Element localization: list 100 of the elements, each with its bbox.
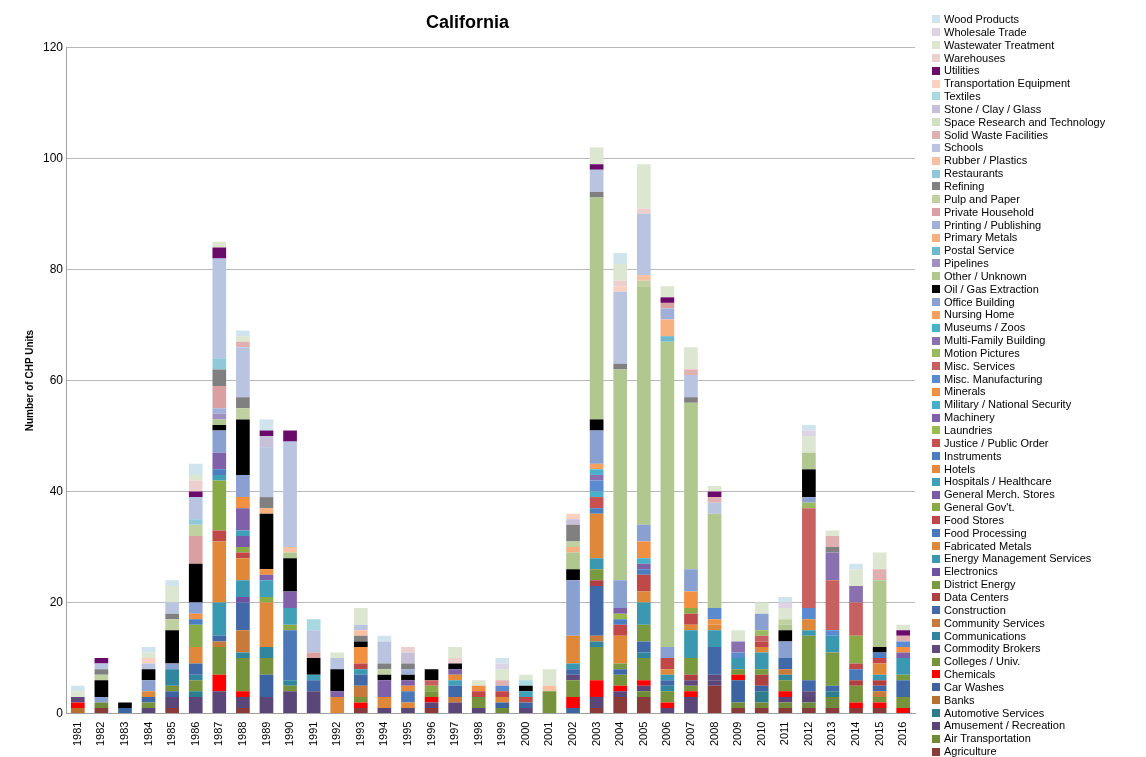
- legend-label: Banks: [944, 693, 975, 707]
- bar: [802, 508, 816, 609]
- bar: [70, 691, 85, 697]
- bar: [212, 430, 227, 453]
- bar: [778, 596, 793, 603]
- bar: [802, 608, 816, 620]
- bar: [424, 669, 439, 681]
- bar: [236, 707, 250, 714]
- bar: [448, 646, 462, 659]
- bar: [353, 635, 368, 642]
- bar: [141, 680, 156, 692]
- legend-label: Space Research and Technology: [944, 115, 1106, 129]
- bar: [849, 669, 863, 681]
- bar: [613, 691, 628, 697]
- bar: [636, 652, 651, 659]
- bar: [542, 669, 557, 686]
- bar: [188, 674, 203, 681]
- bar: [542, 691, 557, 714]
- x-tick-label: 2009: [731, 721, 744, 747]
- legend-label: Hotels: [944, 462, 976, 476]
- bar: [684, 347, 698, 370]
- bar: [613, 613, 628, 620]
- bar: [448, 696, 462, 703]
- bar: [212, 530, 227, 542]
- bar: [165, 580, 179, 586]
- bar: [636, 574, 651, 592]
- x-tick-label: 1981: [70, 721, 83, 747]
- bar: [212, 602, 227, 636]
- bar: [731, 702, 745, 708]
- bar: [188, 602, 203, 614]
- bar: [896, 707, 911, 714]
- bar: [165, 585, 179, 603]
- bar: [778, 630, 793, 642]
- bar: [353, 608, 368, 625]
- x-tick-label: 1985: [165, 721, 178, 747]
- y-tick-label: 80: [49, 261, 64, 276]
- bar: [613, 280, 628, 287]
- bar: [495, 702, 510, 708]
- legend-label: Electronics: [944, 565, 998, 579]
- bar: [283, 608, 297, 625]
- bar: [613, 369, 628, 581]
- bar: [212, 247, 227, 259]
- bar: [707, 619, 722, 625]
- bar: [495, 696, 510, 703]
- legend-label: Automotive Services: [944, 706, 1045, 720]
- legend-label: Machinery: [944, 411, 995, 424]
- bar: [660, 646, 675, 659]
- bar: [448, 658, 462, 664]
- bar: [636, 558, 651, 564]
- bar: [471, 685, 486, 692]
- bar: [636, 286, 651, 525]
- bar: [872, 652, 887, 659]
- bar: [825, 630, 840, 636]
- bar: [660, 669, 675, 675]
- bar: [259, 658, 274, 675]
- x-tick-label: 1990: [283, 721, 296, 747]
- legend-label: Warehouses: [944, 51, 1006, 65]
- x-tick-label: 1986: [188, 721, 201, 747]
- bar: [165, 663, 179, 670]
- bar: [236, 535, 250, 548]
- bar: [353, 674, 368, 686]
- bar: [236, 580, 250, 597]
- bar: [236, 658, 250, 692]
- legend-label: Communications: [944, 629, 1026, 643]
- bar: [636, 563, 651, 570]
- y-tick-label: 20: [49, 594, 64, 609]
- bar: [849, 585, 863, 603]
- bar: [660, 691, 675, 703]
- legend-label: Utilities: [944, 64, 980, 78]
- bar: [707, 513, 722, 609]
- x-tick-label: 2016: [896, 721, 909, 747]
- bar: [236, 397, 250, 409]
- legend-label: Agriculture: [944, 745, 997, 757]
- bar: [636, 275, 651, 281]
- x-tick-label: 2006: [660, 721, 673, 747]
- x-tick-label: 2008: [707, 721, 720, 747]
- bar: [141, 702, 156, 708]
- legend-label: Data Centers: [944, 590, 1009, 604]
- bar: [825, 652, 840, 686]
- bar: [849, 702, 863, 708]
- bar: [589, 197, 604, 420]
- bar: [401, 680, 415, 686]
- x-tick-label: 2014: [849, 721, 862, 747]
- bar: [731, 669, 745, 675]
- bar: [353, 641, 368, 647]
- bar: [660, 702, 675, 708]
- bar: [636, 641, 651, 653]
- x-tick-label: 2000: [518, 721, 531, 747]
- bar: [401, 691, 415, 703]
- bar: [236, 602, 250, 631]
- legend-label: Museums / Zoos: [944, 321, 1026, 335]
- bar: [188, 519, 203, 525]
- bar: [707, 630, 722, 647]
- bar: [259, 419, 274, 431]
- bar: [70, 707, 85, 714]
- bar: [636, 541, 651, 559]
- bar: [94, 707, 109, 714]
- bar: [377, 641, 392, 664]
- x-tick-label: 2002: [566, 721, 579, 747]
- legend-label: Misc. Manufacturing: [944, 372, 1043, 386]
